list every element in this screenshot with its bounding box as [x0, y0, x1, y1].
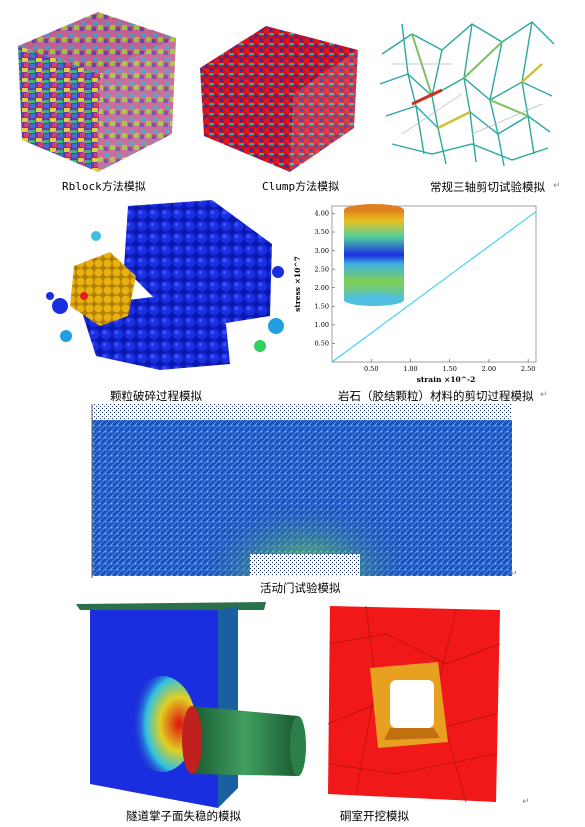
caption-clump: Clump方法模拟 — [262, 180, 340, 193]
series-line-0 — [331, 211, 537, 363]
caption-cavern: 硐室开挖模拟 — [340, 809, 409, 823]
return-mark: ↵ — [553, 181, 561, 191]
caption-rblock: Rblock方法模拟 — [62, 180, 146, 193]
rblock-figure — [8, 8, 184, 176]
x-axis-label: strain ×10^-2 — [417, 375, 476, 384]
clump-figure — [194, 8, 364, 176]
x-tick-label: 2.50 — [521, 365, 535, 373]
cavern-figure — [326, 604, 506, 804]
rblock-cube-image — [18, 12, 176, 172]
y-tick-label: 1.00 — [315, 321, 329, 329]
tunnel-face-figure — [76, 598, 306, 808]
stress-strain-chart: 0.50 1.00 1.50 2.00 2.50 0.50 1.00 1.50 2.00 2.50… — [290, 196, 544, 386]
chart-svg: 0.50 1.00 1.50 2.00 2.50 0.50 1.00 1.50 2.00 2.50… — [293, 204, 537, 384]
trapdoor-test-image — [91, 404, 512, 578]
clump-cube-image — [200, 26, 358, 172]
force-chain-network-image — [379, 21, 555, 167]
y-tick-label: 3.50 — [315, 228, 329, 236]
triaxial-figure — [372, 4, 562, 176]
specimen-cylinder-image — [344, 204, 404, 306]
return-mark-3: ↵ — [510, 569, 518, 579]
caption-tunnel-face: 隧道掌子面失稳的模拟 — [126, 809, 241, 823]
x-tick-label: 1.00 — [403, 365, 417, 373]
caption-rock-shear: 岩石（胶结颗粒）材料的剪切过程模拟 — [338, 389, 534, 403]
particle-crushing-image — [46, 200, 284, 370]
return-mark-4: ↵ — [522, 797, 530, 807]
y-tick-label: 1.50 — [315, 302, 329, 310]
x-tick-label: 1.50 — [442, 365, 456, 373]
crushing-figure — [40, 196, 300, 376]
caption-trapdoor: 活动门试验模拟 — [260, 581, 341, 595]
trapdoor-figure — [90, 404, 514, 578]
y-tick-label: 0.50 — [315, 340, 329, 348]
x-tick-label: 0.50 — [364, 365, 378, 373]
x-tick-label: 2.00 — [482, 365, 496, 373]
y-tick-label: 4.00 — [315, 210, 329, 218]
cavern-excavation-image — [327, 605, 501, 803]
y-axis-label: stress ×10^7 — [293, 256, 302, 312]
y-tick-label: 2.50 — [315, 265, 329, 273]
y-tick-label: 3.00 — [315, 247, 329, 255]
caption-triaxial: 常规三轴剪切试验模拟 — [430, 180, 545, 194]
caption-crushing: 颗粒破碎过程模拟 — [110, 389, 202, 403]
tunnel-face-instability-image — [76, 602, 306, 808]
y-tick-label: 2.00 — [315, 284, 329, 292]
return-mark-2: ↵ — [540, 390, 548, 400]
